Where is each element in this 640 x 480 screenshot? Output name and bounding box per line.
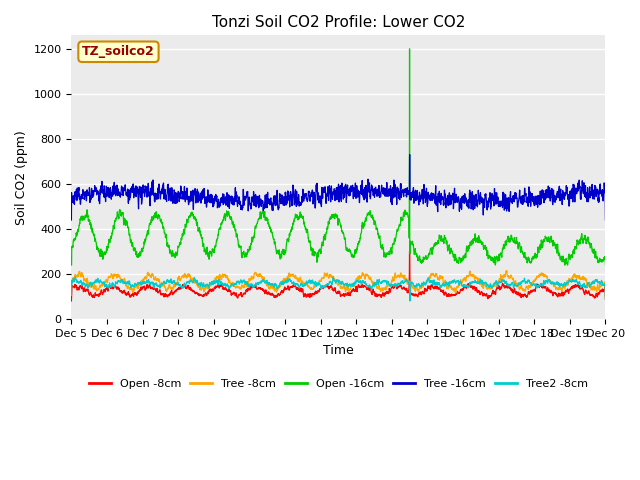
Y-axis label: Soil CO2 (ppm): Soil CO2 (ppm) bbox=[15, 130, 28, 225]
X-axis label: Time: Time bbox=[323, 344, 354, 357]
Text: TZ_soilco2: TZ_soilco2 bbox=[82, 45, 155, 58]
Legend: Open -8cm, Tree -8cm, Open -16cm, Tree -16cm, Tree2 -8cm: Open -8cm, Tree -8cm, Open -16cm, Tree -… bbox=[84, 374, 593, 393]
Title: Tonzi Soil CO2 Profile: Lower CO2: Tonzi Soil CO2 Profile: Lower CO2 bbox=[212, 15, 465, 30]
